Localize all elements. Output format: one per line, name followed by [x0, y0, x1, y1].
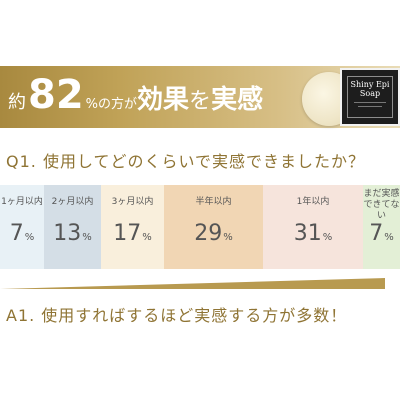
result-label: 3ヶ月以内 — [111, 197, 154, 207]
result-value-wrap: 31% — [263, 221, 363, 246]
result-label: 半年以内 — [195, 197, 232, 207]
arrow-wedge — [0, 278, 385, 289]
result-label: 1ヶ月以内 — [1, 197, 43, 207]
soap-box-image: Shiny Epi Soap — [340, 68, 400, 126]
result-value: 13 — [53, 221, 82, 246]
result-label-line1: まだ実感 — [363, 189, 400, 199]
result-unit: % — [142, 232, 152, 243]
headline-effect: 効果 — [137, 85, 190, 115]
result-cell-4: 半年以内 29% — [164, 185, 263, 269]
result-unit: % — [82, 232, 92, 243]
result-unit: % — [322, 232, 333, 243]
results-row: 1ヶ月以内 7% 2ヶ月以内 13% 3ヶ月以内 17% 半年以内 29% 1年… — [0, 185, 400, 269]
headline-percent-text: %の方が — [85, 97, 138, 112]
result-value-wrap: 7% — [363, 221, 400, 246]
result-value: 17 — [113, 221, 142, 246]
result-value-wrap: 29% — [164, 221, 263, 246]
result-value-wrap: 13% — [44, 221, 101, 246]
result-cell-6: まだ実感 できてない 7% — [363, 185, 400, 269]
result-label: まだ実感 できてない — [363, 189, 400, 222]
result-cell-5: 1年以内 31% — [263, 185, 363, 269]
result-value: 31 — [293, 221, 322, 246]
result-value: 7 — [9, 221, 24, 246]
arrow-separator — [0, 278, 385, 289]
headline: 約 82 %の方が 効果 を 実感 — [8, 72, 263, 122]
result-cell-1: 1ヶ月以内 7% — [0, 185, 44, 269]
headline-number: 82 — [28, 72, 84, 118]
box-fine-print — [354, 102, 386, 103]
box-fine-print — [358, 106, 382, 107]
answer-text: A1. 使用すればするほど実感する方が多数！ — [6, 306, 348, 325]
result-label: 2ヶ月以内 — [51, 197, 94, 207]
result-value: 29 — [194, 221, 223, 246]
result-label-line2: できてない — [363, 200, 400, 221]
soap-box-label: Shiny Epi Soap — [347, 76, 393, 118]
result-unit: % — [24, 232, 35, 243]
result-label: 1年以内 — [296, 197, 330, 207]
result-cell-2: 2ヶ月以内 13% — [44, 185, 101, 269]
headline-particle: を — [189, 89, 212, 114]
result-unit: % — [384, 232, 394, 243]
result-value-wrap: 7% — [0, 221, 44, 246]
box-title-line1: Shiny Epi — [350, 80, 390, 89]
result-value-wrap: 17% — [101, 221, 164, 246]
result-value: 7 — [369, 221, 384, 246]
headline-prefix: 約 — [8, 92, 26, 113]
question-text: Q1. 使用してどのくらいで実感できましたか？ — [6, 152, 365, 171]
result-unit: % — [223, 232, 233, 243]
result-cell-3: 3ヶ月以内 17% — [101, 185, 164, 269]
headline-jikkan: 実感 — [211, 85, 264, 115]
box-title-line2: Soap — [359, 89, 381, 98]
